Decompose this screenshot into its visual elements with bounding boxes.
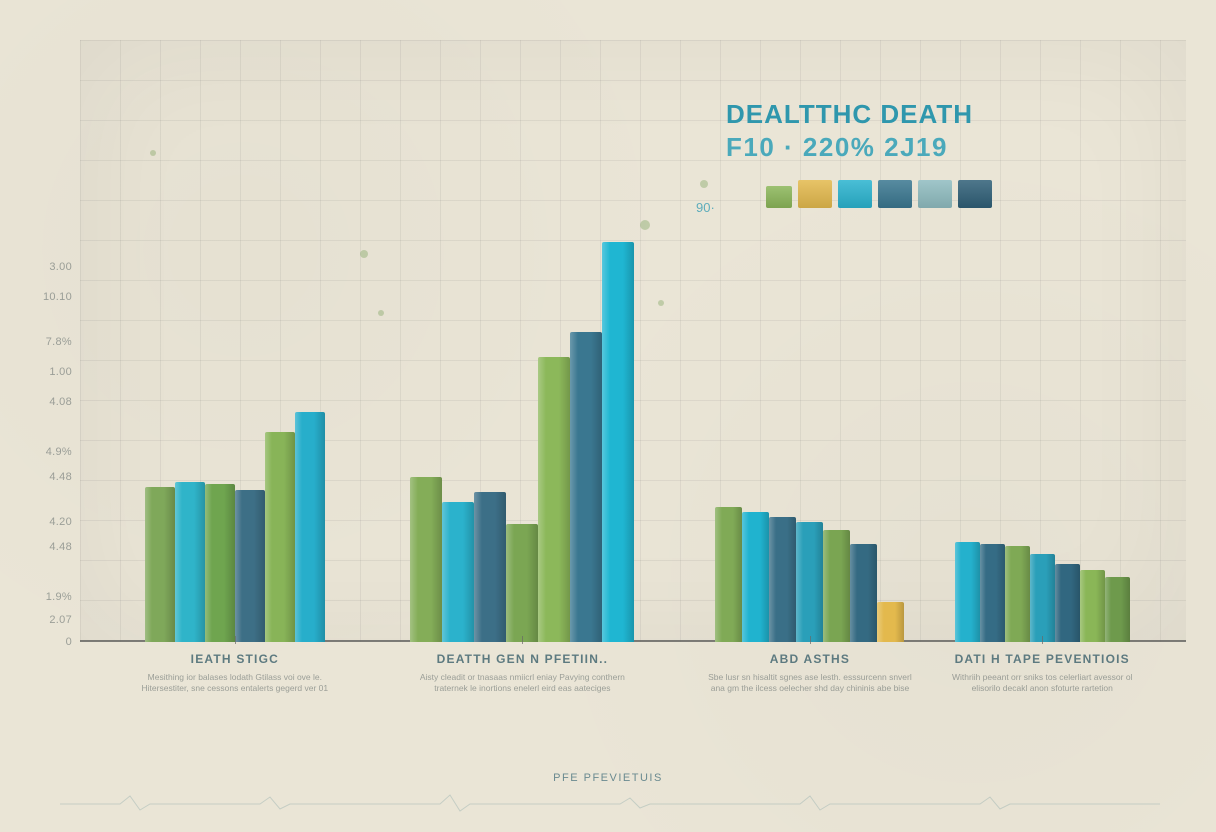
bar	[715, 507, 742, 642]
x-tick-mark	[235, 636, 236, 644]
legend-swatches	[766, 180, 992, 208]
speckle	[700, 180, 708, 188]
y-tick: 1.00	[30, 366, 72, 378]
y-tick: 4.9%	[30, 446, 72, 458]
legend-swatch	[838, 180, 872, 208]
bar	[538, 357, 570, 642]
legend-swatch	[878, 180, 912, 208]
speckle	[658, 300, 664, 306]
bar	[410, 477, 442, 642]
bar	[796, 522, 823, 642]
bar	[506, 524, 538, 642]
bar	[570, 332, 602, 642]
footer-label: PFE PFEVIETUIS	[553, 772, 663, 784]
legend-title-line2: F10 · 220% 2J19	[726, 132, 1086, 163]
bar	[235, 490, 265, 642]
legend-swatch	[958, 180, 992, 208]
y-tick: 4.48	[30, 471, 72, 483]
y-tick: 4.08	[30, 396, 72, 408]
bar-group	[715, 507, 904, 642]
bar	[265, 432, 295, 642]
bar	[175, 482, 205, 642]
y-tick: 1.9%	[30, 591, 72, 603]
y-tick: 10.10	[30, 291, 72, 303]
bar	[742, 512, 769, 642]
bar	[955, 542, 980, 642]
legend: DEALTTHC DEATH F10 · 220% 2J19 90·	[726, 100, 1086, 163]
speckle	[640, 220, 650, 230]
x-category: DATI H TAPE PEVENTIOIS Withriih peeant or…	[932, 652, 1152, 695]
bar	[877, 602, 904, 642]
x-tick-mark	[522, 636, 523, 644]
bar-group	[955, 542, 1130, 642]
bar	[295, 412, 325, 642]
x-category-title: DATI H TAPE PEVENTIOIS	[932, 652, 1152, 666]
chart-canvas: 0 2.07 1.9% 4.48 4.20 4.48 4.9% 4.08 1.00 7.8% 10.…	[0, 0, 1216, 832]
speckle	[150, 150, 156, 156]
y-tick: 4.20	[30, 516, 72, 528]
legend-swatch	[766, 186, 792, 208]
y-tick: 3.00	[30, 261, 72, 273]
speckle	[360, 250, 368, 258]
bar-group	[410, 242, 634, 642]
x-category-title: ABD ASTHS	[700, 652, 920, 666]
bar	[980, 544, 1005, 642]
y-tick: 7.8%	[30, 336, 72, 348]
bar	[1055, 564, 1080, 642]
legend-swatch	[798, 180, 832, 208]
bar	[474, 492, 506, 642]
bar	[850, 544, 877, 642]
legend-marker-number: 90·	[696, 200, 715, 215]
bar	[205, 484, 235, 642]
bar	[1030, 554, 1055, 642]
x-category-title: DEATTH GEN N PFETIIN..	[412, 652, 632, 666]
x-category-desc: Aisty cleadit or tnasaas nmiicrl eniay P…	[412, 672, 632, 695]
bar	[145, 487, 175, 642]
legend-swatch	[918, 180, 952, 208]
x-category-desc: Sbe lusr sn hisaltit sgnes ase lesth. es…	[700, 672, 920, 695]
x-category-title: IEATH STIGC	[125, 652, 345, 666]
legend-title-line1: DEALTTHC DEATH	[726, 100, 1086, 130]
bar	[1105, 577, 1130, 642]
y-tick: 2.07	[30, 614, 72, 626]
bar	[442, 502, 474, 642]
x-category: IEATH STIGC Mesithing ior balases lodath …	[125, 652, 345, 695]
x-tick-mark	[1042, 636, 1043, 644]
bar-group	[145, 412, 325, 642]
ekg-line	[60, 792, 1160, 812]
bar	[1005, 546, 1030, 642]
x-category: ABD ASTHS Sbe lusr sn hisaltit sgnes ase …	[700, 652, 920, 695]
y-tick: 0	[30, 636, 72, 648]
bar	[769, 517, 796, 642]
x-tick-mark	[810, 636, 811, 644]
x-axis-labels: IEATH STIGC Mesithing ior balases lodath …	[80, 652, 1186, 732]
x-category: DEATTH GEN N PFETIIN.. Aisty cleadit or t…	[412, 652, 632, 695]
x-category-desc: Mesithing ior balases lodath Gtilass voi…	[125, 672, 345, 695]
x-category-desc: Withriih peeant orr sniks tos celerliart…	[932, 672, 1152, 695]
y-tick: 4.48	[30, 541, 72, 553]
bar	[1080, 570, 1105, 642]
speckle	[378, 310, 384, 316]
bar	[823, 530, 850, 642]
bar	[602, 242, 634, 642]
